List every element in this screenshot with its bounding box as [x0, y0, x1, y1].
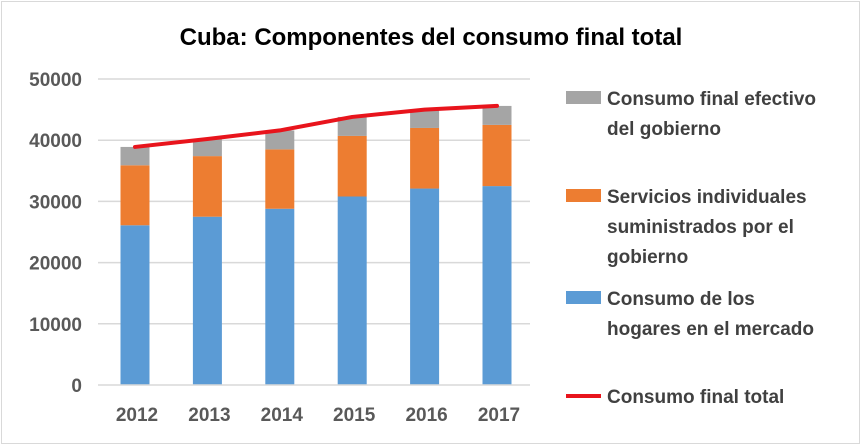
bar-segment: [482, 124, 512, 187]
bar-segment: [337, 196, 367, 385]
bar-segment: [410, 188, 440, 385]
bar-segment: [120, 225, 150, 385]
y-tick-label: 0: [71, 376, 82, 397]
legend-label: gobierno: [607, 247, 688, 268]
legend-label: del gobierno: [607, 119, 721, 140]
x-tick-label: 2013: [188, 405, 230, 426]
bar-segment: [410, 109, 440, 128]
x-tick-label: 2015: [333, 405, 376, 426]
y-tick-label: 50000: [29, 70, 82, 91]
y-tick-label: 40000: [29, 131, 82, 152]
legend-label: Consumo final total: [607, 387, 784, 408]
bar-segment: [265, 208, 295, 385]
y-tick-label: 30000: [29, 192, 82, 213]
chart-title: Cuba: Componentes del consumo final tota…: [180, 24, 683, 51]
legend-label: Consumo de los: [607, 289, 755, 310]
total-consumption-line: [133, 103, 499, 149]
bar-segment: [265, 130, 295, 150]
legend-swatch: [566, 291, 601, 304]
bar-segment: [482, 105, 512, 125]
legend-swatch: [566, 91, 601, 104]
legend-label: Servicios individuales: [607, 187, 807, 208]
bar-segment: [192, 156, 222, 217]
x-tick-label: 2016: [405, 405, 447, 426]
bar-segment: [410, 127, 440, 189]
legend-label: hogares en el mercado: [607, 319, 814, 340]
bar-segment: [265, 149, 295, 209]
x-tick-label: 2014: [261, 405, 304, 426]
y-tick-label: 10000: [29, 315, 82, 336]
legend-swatch: [566, 189, 601, 202]
legend-label: suministrados por el: [607, 217, 794, 238]
bar-segment: [337, 135, 367, 197]
y-tick-label: 20000: [29, 254, 82, 275]
x-tick-label: 2017: [478, 405, 520, 426]
legend-label: Consumo final efectivo: [607, 89, 816, 110]
x-tick-label: 2012: [116, 405, 158, 426]
bar-segment: [482, 186, 512, 385]
bar-segment: [337, 116, 367, 136]
bar-segment: [192, 138, 222, 157]
bar-segment: [120, 146, 150, 166]
bar-segment: [120, 165, 150, 226]
bar-segment: [192, 216, 222, 385]
